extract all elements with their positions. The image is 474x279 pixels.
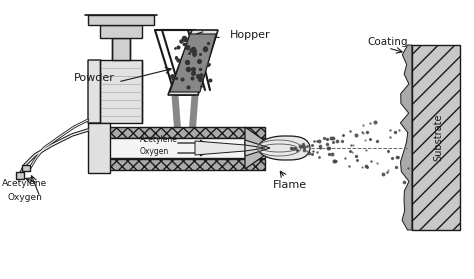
Polygon shape bbox=[401, 45, 412, 230]
Bar bbox=[105, 127, 265, 138]
Bar bbox=[88, 123, 110, 173]
Polygon shape bbox=[245, 127, 275, 169]
Polygon shape bbox=[245, 140, 270, 156]
Polygon shape bbox=[168, 30, 218, 95]
Polygon shape bbox=[258, 136, 310, 160]
Text: Oxygen: Oxygen bbox=[140, 146, 169, 155]
Text: Acetylene: Acetylene bbox=[140, 134, 178, 143]
Text: Oxygen: Oxygen bbox=[8, 193, 43, 201]
Text: Acetylene: Acetylene bbox=[2, 179, 47, 187]
Text: Flame: Flame bbox=[273, 180, 307, 190]
Polygon shape bbox=[88, 60, 130, 123]
Polygon shape bbox=[195, 141, 245, 155]
Text: Substrate: Substrate bbox=[433, 113, 443, 161]
Bar bbox=[105, 159, 265, 170]
Text: Hopper: Hopper bbox=[230, 30, 271, 40]
Text: Powder: Powder bbox=[74, 73, 115, 83]
Polygon shape bbox=[170, 34, 216, 92]
Bar bbox=[105, 138, 265, 158]
Text: Coating: Coating bbox=[368, 37, 408, 47]
Bar bbox=[100, 60, 142, 123]
Bar bbox=[412, 45, 460, 230]
Polygon shape bbox=[245, 145, 265, 151]
Bar bbox=[100, 25, 142, 38]
Bar bbox=[112, 38, 130, 60]
Bar bbox=[22, 165, 30, 171]
Bar bbox=[16, 172, 24, 179]
Bar bbox=[88, 15, 154, 25]
